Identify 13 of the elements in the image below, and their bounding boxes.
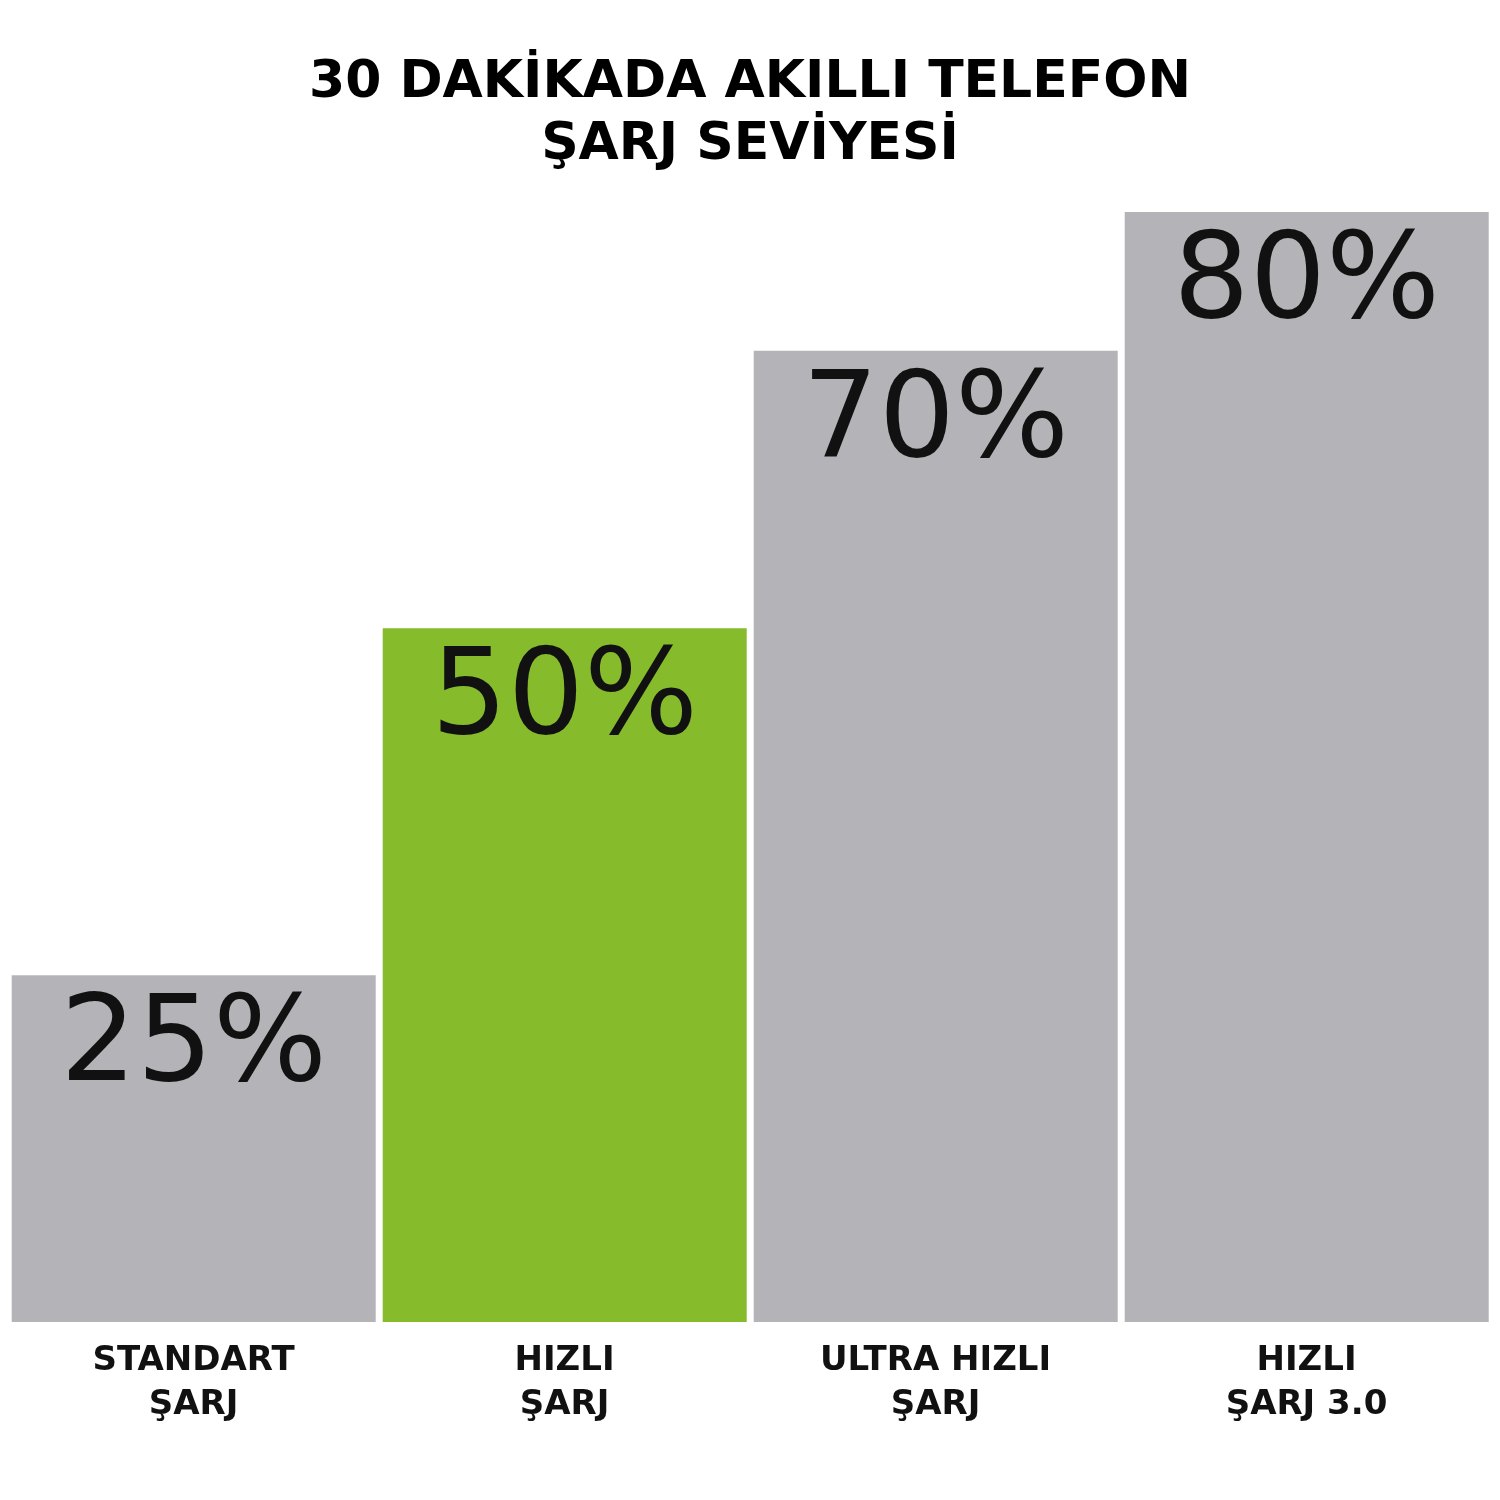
bar — [11, 975, 376, 1322]
data-label: 50% — [431, 622, 699, 762]
x-tick-label: HIZLI ŞARJ — [514, 1338, 615, 1422]
x-tick-label: HIZLI ŞARJ 3.0 — [1225, 1338, 1388, 1422]
data-label: 70% — [802, 344, 1070, 484]
bar — [382, 628, 747, 1322]
x-tick-label: ULTRA HIZLI ŞARJ — [819, 1338, 1052, 1422]
x-tick-label: STANDART ŞARJ — [92, 1338, 296, 1422]
bar — [1124, 212, 1489, 1322]
bar — [753, 350, 1118, 1322]
data-label: 80% — [1173, 206, 1441, 346]
data-label: 25% — [60, 969, 328, 1109]
chart-title: 30 DAKİKADA AKILLI TELEFON ŞARJ SEVİYESİ — [307, 48, 1193, 172]
